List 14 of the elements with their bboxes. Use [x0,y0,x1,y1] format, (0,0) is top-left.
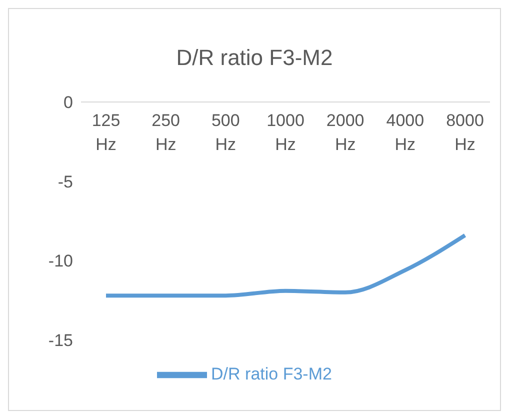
x-tick-label: 8000 Hz [446,111,484,154]
x-tick-label: 500 Hz [211,111,240,154]
x-tick-label: 4000 Hz [386,111,424,154]
x-tick-label: 125 Hz [92,111,120,154]
y-tick-label: 0 [64,93,73,112]
chart-title: D/R ratio F3-M2 [175,45,334,71]
y-tick-label: -10 [48,252,73,271]
legend-label: D/R ratio F3-M2 [211,364,332,384]
y-tick-label: -5 [58,172,73,192]
x-tick-label: 2000 Hz [326,111,364,154]
x-tick-label: 250 Hz [152,111,180,154]
y-tick-label: -15 [48,331,73,350]
x-tick-label: 1000 Hz [266,111,304,154]
line-series [104,233,467,298]
